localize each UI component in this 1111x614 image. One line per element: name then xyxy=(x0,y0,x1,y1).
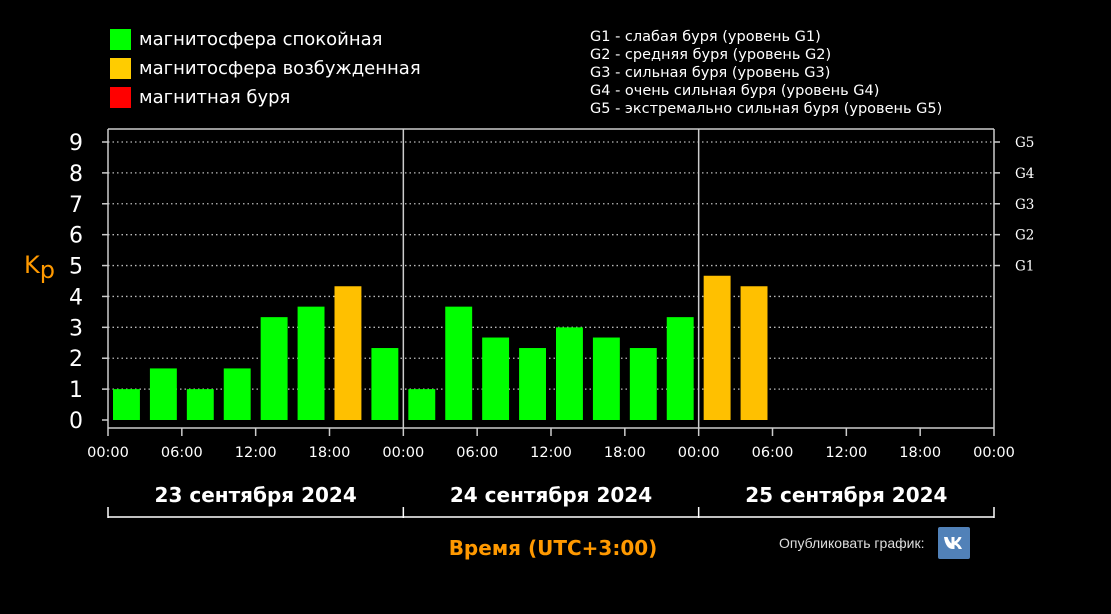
y-axis-title-k: K xyxy=(24,251,41,279)
vk-share-button[interactable] xyxy=(938,527,971,559)
legend-swatch-storm xyxy=(110,87,131,108)
kp-bar xyxy=(334,286,362,420)
legend-swatch-excited xyxy=(110,58,131,79)
y-tick-label: 4 xyxy=(69,285,83,310)
legend-item-quiet: магнитосфера спокойная xyxy=(110,25,421,54)
legend-label-quiet: магнитосфера спокойная xyxy=(139,29,383,50)
y-tick-label: 9 xyxy=(69,131,83,156)
x-tick-label: 18:00 xyxy=(309,445,351,461)
x-tick-label: 18:00 xyxy=(604,445,646,461)
y-axis-title: Kp xyxy=(24,251,55,284)
x-tick-label: 06:00 xyxy=(456,445,498,461)
kp-bar xyxy=(297,306,325,420)
y-tick-label: 3 xyxy=(69,316,83,341)
g-level-label: G4 xyxy=(1015,166,1034,182)
kp-bar xyxy=(113,389,140,420)
publish-label: Опубликовать график: xyxy=(779,535,925,551)
kp-bar xyxy=(408,389,436,420)
x-tick-label: 00:00 xyxy=(87,445,129,461)
vk-icon xyxy=(944,537,963,549)
storm-level-g1: G1 - слабая буря (уровень G1) xyxy=(590,29,821,45)
x-tick-label: 06:00 xyxy=(752,445,794,461)
x-tick-label: 06:00 xyxy=(161,445,203,461)
x-tick-label: 00:00 xyxy=(973,445,1015,461)
day-label: 24 сентября 2024 xyxy=(450,483,652,507)
kp-bar xyxy=(666,317,694,420)
publish-section: Опубликовать график: xyxy=(779,527,971,559)
storm-level-g4: G4 - очень сильная буря (уровень G4) xyxy=(590,83,880,99)
legend-item-excited: магнитосфера возбужденная xyxy=(110,54,421,83)
storm-level-g5: G5 - экстремально сильная буря (уровень … xyxy=(590,101,943,117)
x-tick-label: 00:00 xyxy=(678,445,720,461)
day-label: 23 сентября 2024 xyxy=(155,483,357,507)
x-tick-label: 00:00 xyxy=(382,445,424,461)
y-tick-label: 7 xyxy=(69,193,83,218)
legend-item-storm: магнитная буря xyxy=(110,83,421,112)
status-legend: магнитосфера спокойная магнитосфера возб… xyxy=(110,25,421,112)
g-level-label: G1 xyxy=(1015,259,1034,275)
g-level-label: G2 xyxy=(1015,228,1034,244)
kp-bar xyxy=(703,275,731,420)
storm-level-g2: G2 - средняя буря (уровень G2) xyxy=(590,47,832,63)
x-tick-label: 12:00 xyxy=(235,445,277,461)
kp-bar xyxy=(371,348,399,420)
x-tick-label: 18:00 xyxy=(899,445,941,461)
y-tick-label: 0 xyxy=(69,409,83,434)
kp-bar xyxy=(740,286,768,420)
g-level-label: G3 xyxy=(1015,197,1034,213)
kp-bar xyxy=(519,348,546,420)
x-tick-label: 12:00 xyxy=(530,445,572,461)
kp-bar xyxy=(482,337,510,420)
y-tick-label: 5 xyxy=(69,255,83,280)
y-tick-label: 6 xyxy=(69,224,83,249)
kp-bar xyxy=(445,306,473,420)
kp-bar xyxy=(186,389,214,420)
day-label: 25 сентября 2024 xyxy=(745,483,947,507)
storm-level-legend: G1 - слабая буря (уровень G1) G2 - средн… xyxy=(590,28,942,118)
x-tick-label: 12:00 xyxy=(825,445,867,461)
kp-bar xyxy=(149,368,177,420)
y-tick-label: 1 xyxy=(69,378,83,403)
x-axis-title: Время (UTC+3:00) xyxy=(449,536,658,560)
kp-bar xyxy=(260,317,288,420)
y-axis-title-p: p xyxy=(40,256,55,284)
legend-label-excited: магнитосфера возбужденная xyxy=(139,58,421,79)
kp-bar xyxy=(592,337,620,420)
kp-bar xyxy=(556,327,583,420)
g-level-label: G5 xyxy=(1015,135,1034,151)
legend-swatch-quiet xyxy=(110,29,131,50)
y-tick-label: 2 xyxy=(69,347,83,372)
storm-level-g3: G3 - сильная буря (уровень G3) xyxy=(590,65,831,81)
y-tick-label: 8 xyxy=(69,162,83,187)
kp-bar xyxy=(629,348,657,420)
legend-label-storm: магнитная буря xyxy=(139,87,291,108)
kp-bar xyxy=(223,368,251,420)
